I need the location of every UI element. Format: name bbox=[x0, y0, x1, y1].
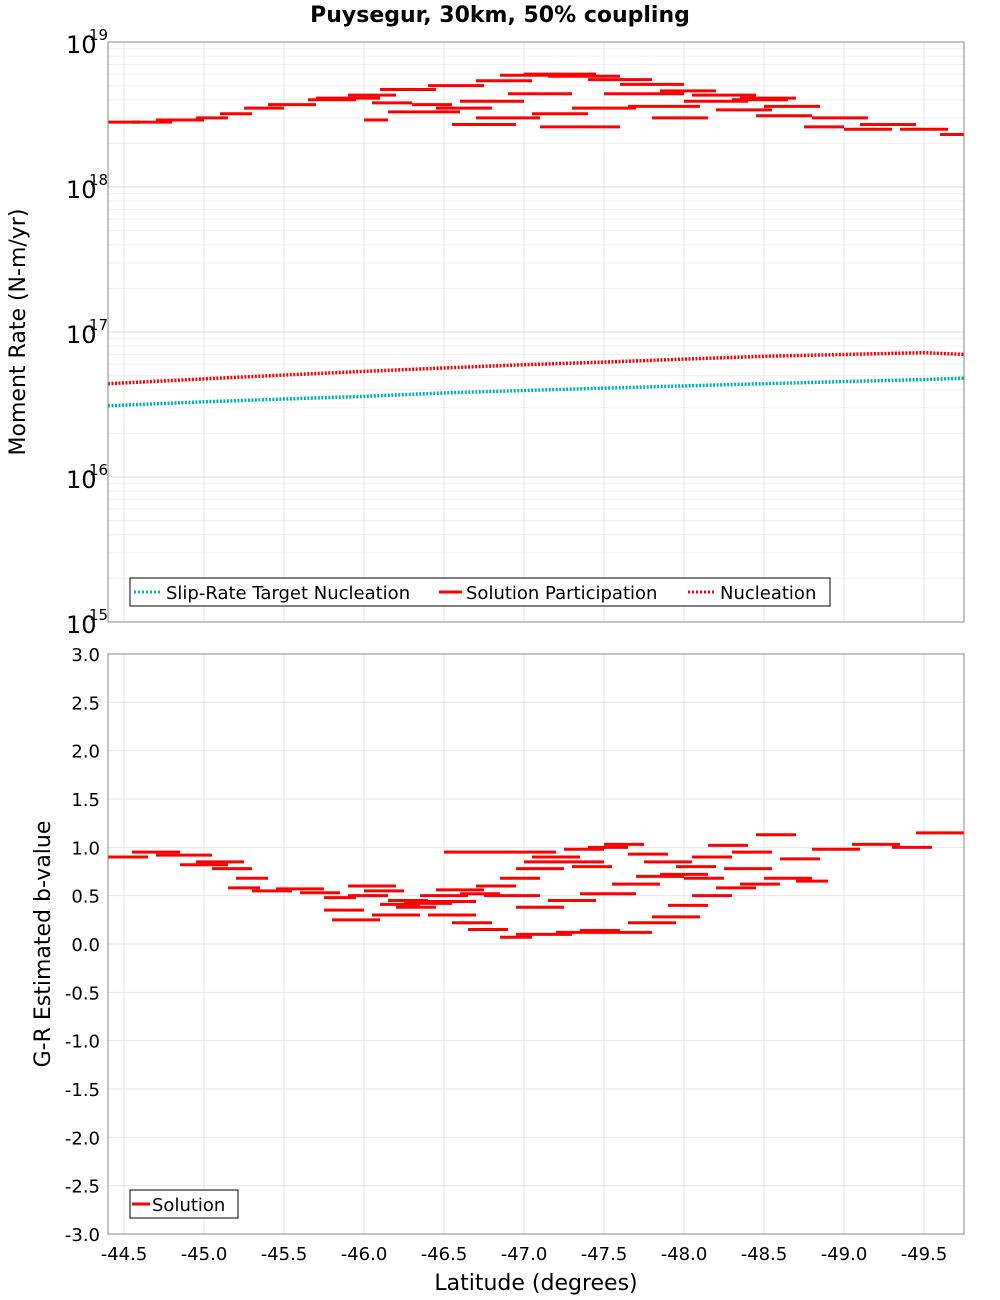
top-y-tick-exponent: 18 bbox=[89, 171, 108, 189]
top-y-tick-base: 10 bbox=[66, 31, 97, 59]
legend-label-solution: Solution bbox=[152, 1195, 225, 1216]
x-tick-label: -49.0 bbox=[821, 1244, 868, 1265]
slip-rate-target-line bbox=[107, 376, 965, 408]
bottom-y-tick-label: 0.0 bbox=[71, 935, 100, 956]
x-tick-label: -48.0 bbox=[661, 1244, 708, 1265]
bottom-y-tick-label: 0.5 bbox=[71, 887, 100, 908]
top-y-tick-exponent: 19 bbox=[89, 26, 108, 44]
top-y-tick-base: 10 bbox=[66, 321, 97, 349]
bottom-y-tick-label: 2.0 bbox=[71, 742, 100, 763]
bottom-y-tick-label: -1.0 bbox=[65, 1032, 100, 1053]
top-y-tick-base: 10 bbox=[66, 611, 97, 639]
x-tick-labels: -44.5 -45.0 -45.5 -46.0 -46.5 -47.0 -47.5 -48.0… bbox=[101, 1244, 948, 1265]
x-tick-label: -47.0 bbox=[501, 1244, 548, 1265]
bottom-plot-frame bbox=[107, 653, 965, 1235]
top-series bbox=[107, 72, 965, 408]
top-y-tick-exponent: 15 bbox=[89, 606, 108, 624]
nucleation-line bbox=[107, 350, 965, 386]
bottom-y-tick-label: -1.5 bbox=[65, 1080, 100, 1101]
legend-label-slip-rate: Slip-Rate Target Nucleation bbox=[166, 583, 410, 604]
x-tick-label: -45.0 bbox=[181, 1244, 228, 1265]
b-value-panel: -3.0 -2.5 -2.0 -1.5 -1.0 -0.5 0.0 0.5 1.0 1.5 2.0 2… bbox=[31, 645, 965, 1246]
bottom-y-tick-label: -3.0 bbox=[65, 1225, 100, 1246]
bottom-y-tick-label: 3.0 bbox=[71, 645, 100, 666]
bottom-series bbox=[108, 831, 964, 939]
chart-title: Puysegur, 30km, 50% coupling bbox=[310, 3, 690, 28]
bottom-y-tick-labels: -3.0 -2.5 -2.0 -1.5 -1.0 -0.5 0.0 0.5 1.0 1.5 2.0 2… bbox=[65, 645, 100, 1246]
x-tick-label: -48.5 bbox=[741, 1244, 788, 1265]
x-tick-label: -47.5 bbox=[581, 1244, 628, 1265]
x-tick-label: -46.0 bbox=[341, 1244, 388, 1265]
bottom-y-tick-label: 1.5 bbox=[71, 790, 100, 811]
top-y-tick-exponent: 17 bbox=[89, 316, 108, 334]
legend-label-nucleation: Nucleation bbox=[720, 583, 816, 604]
x-tick-label: -44.5 bbox=[101, 1244, 148, 1265]
legend-label-solution-participation: Solution Participation bbox=[466, 583, 657, 604]
bottom-y-tick-label: -2.0 bbox=[65, 1128, 100, 1149]
bottom-legend[interactable]: Solution bbox=[129, 1189, 239, 1219]
x-tick-label: -45.5 bbox=[261, 1244, 308, 1265]
top-plot-frame bbox=[107, 41, 965, 623]
x-tick-label: -46.5 bbox=[421, 1244, 468, 1265]
bottom-y-tick-label: -0.5 bbox=[65, 983, 100, 1004]
x-tick-label: -49.5 bbox=[901, 1244, 948, 1265]
top-y-tick-exponent: 16 bbox=[89, 461, 108, 479]
top-y-axis-label: Moment Rate (N-m/yr) bbox=[6, 209, 31, 456]
bottom-y-tick-label: 2.5 bbox=[71, 693, 100, 714]
top-legend[interactable]: Slip-Rate Target Nucleation Solution Par… bbox=[129, 577, 831, 607]
bottom-y-tick-label: -2.5 bbox=[65, 1177, 100, 1198]
x-axis-label: Latitude (degrees) bbox=[434, 1271, 637, 1296]
top-y-tick-base: 10 bbox=[66, 176, 97, 204]
bottom-y-axis-label: G-R Estimated b-value bbox=[31, 821, 56, 1068]
bottom-y-tick-label: 1.0 bbox=[71, 838, 100, 859]
top-y-tick-base: 10 bbox=[66, 466, 97, 494]
